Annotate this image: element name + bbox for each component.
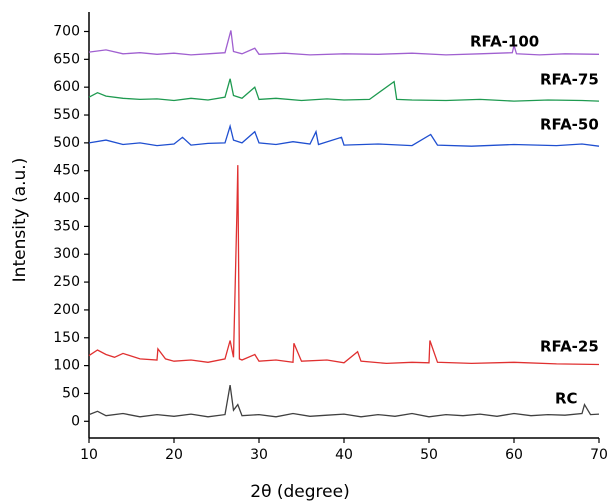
y-tick-label: 500 bbox=[53, 135, 80, 151]
series-label: RFA-50 bbox=[540, 116, 599, 134]
x-tick-label: 40 bbox=[335, 447, 353, 463]
y-tick-label: 250 bbox=[53, 274, 80, 290]
y-axis-title: Intensity (a.u.) bbox=[10, 158, 30, 283]
y-tick-label: 450 bbox=[53, 163, 80, 179]
y-tick-label: 400 bbox=[53, 191, 80, 207]
x-tick-label: 30 bbox=[250, 447, 268, 463]
x-axis-title: 2θ (degree) bbox=[250, 482, 349, 502]
x-tick-label: 50 bbox=[420, 447, 438, 463]
y-tick-label: 200 bbox=[53, 302, 80, 318]
series-label: RFA-75 bbox=[540, 71, 599, 89]
y-tick-label: 150 bbox=[53, 330, 80, 346]
series-line bbox=[88, 78, 600, 102]
series-label: RC bbox=[555, 390, 578, 408]
x-tick-label: 20 bbox=[165, 447, 183, 463]
series-label: RFA-100 bbox=[470, 33, 539, 51]
y-tick-label: 550 bbox=[53, 107, 80, 123]
y-tick-label: 650 bbox=[53, 51, 80, 67]
series-line bbox=[88, 30, 600, 56]
y-tick-label: 300 bbox=[53, 246, 80, 262]
x-tick-label: 60 bbox=[505, 447, 523, 463]
series-line bbox=[88, 165, 600, 366]
y-tick-label: 700 bbox=[53, 23, 80, 39]
y-tick-label: 350 bbox=[53, 218, 80, 234]
y-tick-label: 0 bbox=[71, 413, 80, 429]
series-line bbox=[88, 384, 600, 418]
series-line bbox=[88, 123, 600, 147]
y-tick-label: 600 bbox=[53, 79, 80, 95]
series-label: RFA-25 bbox=[540, 338, 599, 356]
x-tick-label: 10 bbox=[80, 447, 98, 463]
x-tick-label: 70 bbox=[590, 447, 608, 463]
y-tick-label: 50 bbox=[62, 385, 80, 401]
y-tick-label: 100 bbox=[53, 358, 80, 374]
